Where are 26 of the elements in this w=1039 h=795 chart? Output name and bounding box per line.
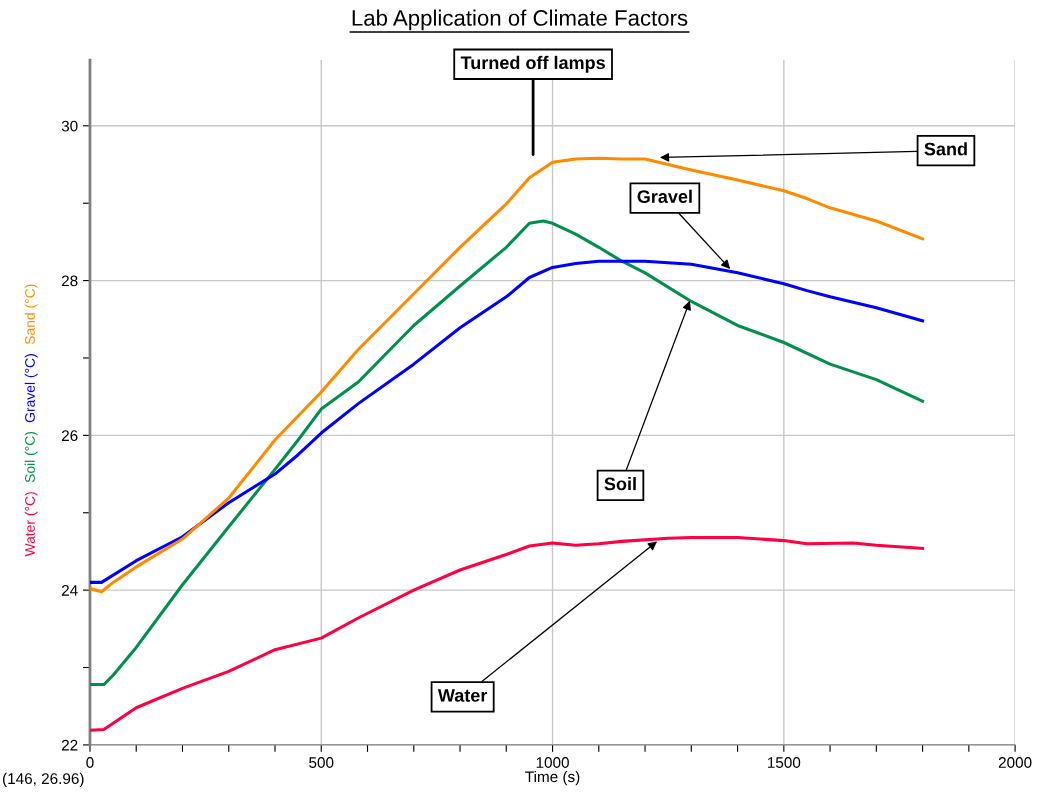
annotation: Turned off lamps: [460, 55, 605, 73]
annotation: Sand: [924, 142, 967, 156]
line-series: [89, 535, 925, 732]
y-tick-label: 28: [61, 275, 78, 287]
line-series: [89, 219, 925, 687]
x-tick-label: 0: [86, 757, 94, 768]
x-tick-label: 1000: [536, 757, 569, 768]
line-series: [89, 259, 925, 584]
text: Soil (°C): [24, 431, 38, 483]
text: Gravel (°C): [24, 354, 38, 423]
chart-title: Lab Application of Climate Factors: [352, 9, 688, 31]
text: Sand (°C): [24, 284, 38, 345]
y-tick-label: 26: [61, 430, 78, 442]
text: Water (°C): [24, 492, 38, 557]
annotation: Soil: [604, 477, 636, 491]
x-tick-label: 500: [309, 757, 334, 768]
line-series: [89, 156, 925, 594]
annotation: Water: [437, 689, 488, 702]
x-tick-label: 1500: [767, 757, 801, 768]
text: (146, 26.96): [3, 772, 84, 788]
x-tick-label: 2000: [998, 757, 1032, 768]
annotation: Gravel: [637, 189, 692, 203]
y-tick-label: 30: [61, 120, 78, 132]
y-tick-label: 24: [61, 585, 78, 596]
x-axis-title: Time (s): [525, 770, 580, 786]
y-tick-label: 22: [61, 739, 78, 751]
